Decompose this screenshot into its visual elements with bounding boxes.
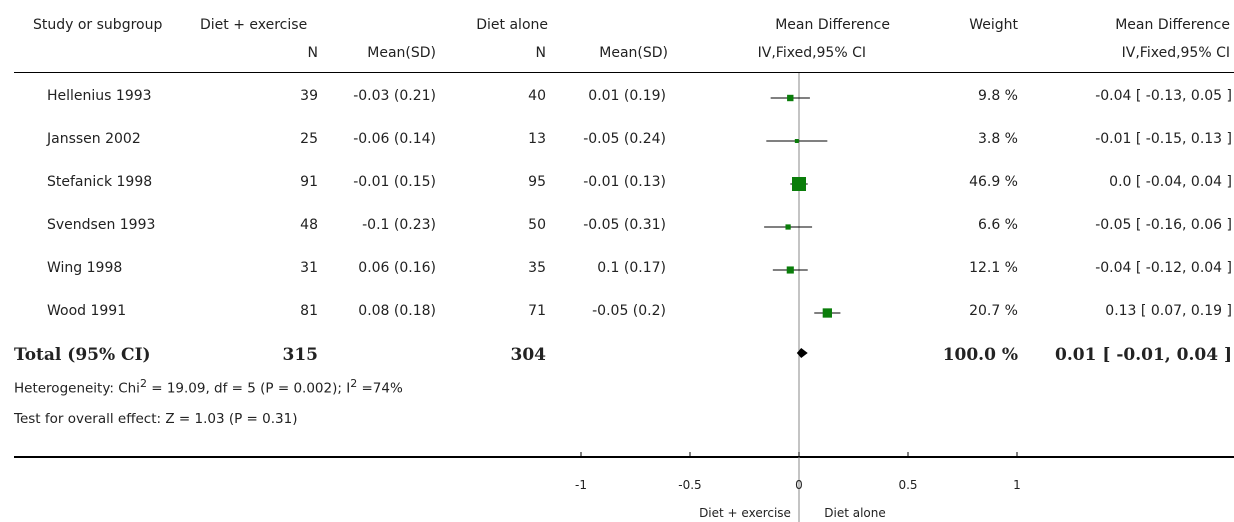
- header-md-method-right: IV,Fixed,95% CI: [1121, 45, 1230, 61]
- study-n1: 81: [300, 303, 318, 319]
- favours-right-label: Diet alone: [824, 506, 886, 520]
- study-meansd1: -0.06 (0.14): [353, 131, 436, 147]
- effect-square: [792, 177, 806, 191]
- study-meansd2: -0.01 (0.13): [583, 174, 666, 190]
- header-md-right: Mean Difference: [1115, 17, 1230, 33]
- total-n1: 315: [282, 345, 319, 365]
- study-n2: 13: [528, 131, 546, 147]
- axis-tick-label: 0: [795, 478, 803, 492]
- header-study: Study or subgroup: [33, 17, 163, 33]
- header-meansd2: Mean(SD): [599, 45, 668, 61]
- study-n2: 50: [528, 217, 546, 233]
- study-ci: -0.04 [ -0.13, 0.05 ]: [1095, 88, 1232, 104]
- study-n1: 31: [300, 260, 318, 276]
- total-n2: 304: [510, 345, 547, 365]
- study-name: Wing 1998: [47, 260, 123, 276]
- study-weight: 20.7 %: [969, 303, 1018, 319]
- favours-left-label: Diet + exercise: [699, 506, 791, 520]
- study-n2: 35: [528, 260, 546, 276]
- study-meansd1: -0.1 (0.23): [362, 217, 436, 233]
- study-n1: 39: [300, 88, 318, 104]
- study-name: Hellenius 1993: [47, 88, 152, 104]
- header-group1: Diet + exercise: [200, 17, 308, 33]
- study-weight: 46.9 %: [969, 174, 1018, 190]
- heterogeneity-text: Heterogeneity: Chi2 = 19.09, df = 5 (P =…: [14, 377, 403, 397]
- study-meansd2: 0.01 (0.19): [588, 88, 666, 104]
- study-n2: 95: [528, 174, 546, 190]
- pooled-diamond: [796, 348, 808, 358]
- study-ci: -0.01 [ -0.15, 0.13 ]: [1095, 131, 1232, 147]
- header-group2: Diet alone: [476, 17, 548, 33]
- study-ci: -0.04 [ -0.12, 0.04 ]: [1095, 260, 1232, 276]
- study-meansd1: -0.03 (0.21): [353, 88, 436, 104]
- study-n2: 71: [528, 303, 546, 319]
- axis-tick-label: -1: [575, 478, 587, 492]
- study-meansd1: 0.08 (0.18): [358, 303, 436, 319]
- effect-square: [786, 266, 794, 274]
- header-weight: Weight: [969, 17, 1018, 33]
- study-meansd2: -0.05 (0.31): [583, 217, 666, 233]
- effect-square: [785, 224, 791, 230]
- overall-effect-text: Test for overall effect: Z = 1.03 (P = 0…: [14, 411, 298, 427]
- total-ci: 0.01 [ -0.01, 0.04 ]: [1055, 345, 1232, 365]
- study-weight: 3.8 %: [977, 131, 1018, 147]
- header-md-method: IV,Fixed,95% CI: [757, 45, 866, 61]
- study-meansd2: 0.1 (0.17): [597, 260, 666, 276]
- header-meansd1: Mean(SD): [367, 45, 436, 61]
- study-name: Janssen 2002: [47, 131, 141, 147]
- study-n2: 40: [528, 88, 546, 104]
- axis-tick-label: 1: [1013, 478, 1021, 492]
- effect-square: [787, 94, 794, 102]
- study-meansd1: -0.01 (0.15): [353, 174, 436, 190]
- study-meansd1: 0.06 (0.16): [358, 260, 436, 276]
- total-label: Total (95% CI): [14, 345, 151, 365]
- study-ci: 0.13 [ 0.07, 0.19 ]: [1105, 303, 1232, 319]
- effect-square: [822, 308, 832, 318]
- header-rule: [14, 72, 1234, 73]
- total-weight: 100.0 %: [942, 345, 1018, 365]
- study-weight: 6.6 %: [977, 217, 1018, 233]
- study-n1: 91: [300, 174, 318, 190]
- study-meansd2: -0.05 (0.2): [592, 303, 666, 319]
- study-name: Svendsen 1993: [47, 217, 156, 233]
- study-meansd2: -0.05 (0.24): [583, 131, 666, 147]
- footer-rule: [14, 456, 1234, 458]
- study-ci: 0.0 [ -0.04, 0.04 ]: [1109, 174, 1232, 190]
- study-name: Wood 1991: [47, 303, 127, 319]
- study-weight: 9.8 %: [977, 88, 1018, 104]
- header-n1: N: [307, 45, 318, 61]
- study-ci: -0.05 [ -0.16, 0.06 ]: [1095, 217, 1232, 233]
- study-n1: 25: [300, 131, 318, 147]
- effect-square: [794, 139, 799, 143]
- study-n1: 48: [300, 217, 318, 233]
- axis-tick-label: -0.5: [678, 478, 701, 492]
- study-name: Stefanick 1998: [47, 174, 153, 190]
- axis-tick-label: 0.5: [898, 478, 917, 492]
- header-n2: N: [535, 45, 546, 61]
- study-weight: 12.1 %: [969, 260, 1018, 276]
- header-md: Mean Difference: [775, 17, 890, 33]
